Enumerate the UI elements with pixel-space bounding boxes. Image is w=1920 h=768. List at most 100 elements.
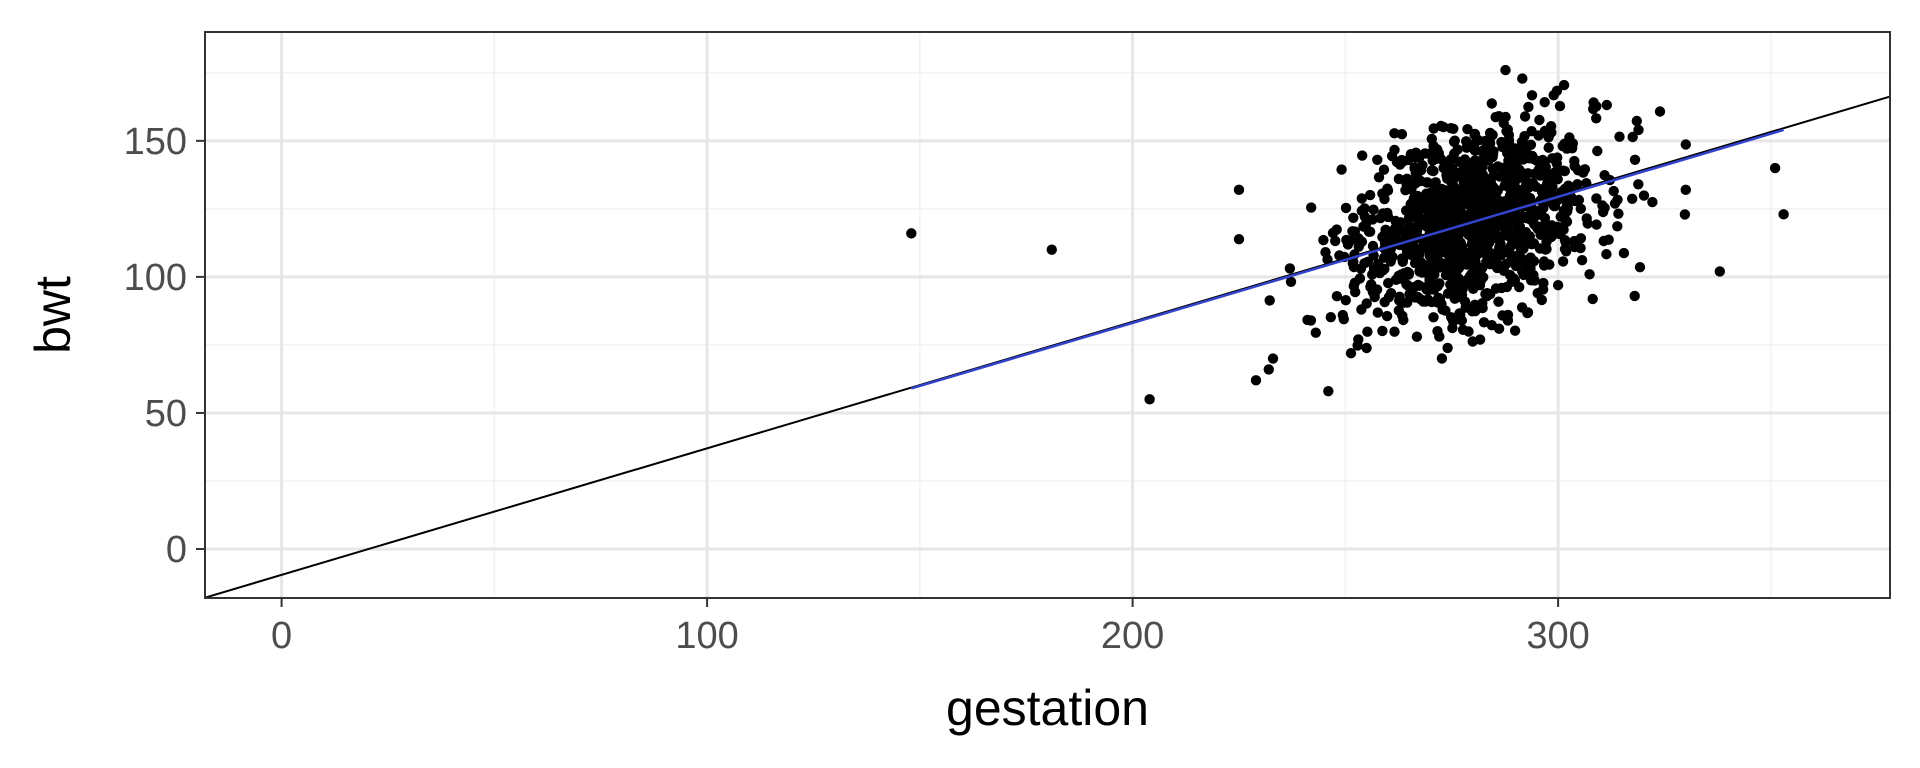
data-point: [1601, 99, 1613, 111]
ticks-layer: 0 100 200 300 0 50 100 150: [124, 121, 1590, 657]
data-point: [1411, 331, 1423, 342]
data-point: [1046, 244, 1057, 255]
data-point: [1584, 269, 1595, 280]
data-point: [1403, 267, 1415, 279]
data-point: [1478, 317, 1490, 328]
data-point: [1537, 284, 1549, 295]
data-point: [1526, 90, 1538, 101]
data-point: [1477, 298, 1488, 309]
data-point: [1373, 172, 1385, 183]
data-point: [1348, 280, 1360, 292]
data-point: [1490, 283, 1502, 294]
data-point: [1551, 85, 1563, 97]
data-point: [1629, 290, 1640, 302]
data-point: [1561, 216, 1573, 227]
data-point: [1525, 139, 1537, 150]
data-point: [1345, 348, 1357, 359]
data-point: [1449, 135, 1461, 146]
data-point: [1383, 277, 1394, 289]
data-point: [1428, 312, 1439, 323]
data-point: [1638, 190, 1650, 201]
data-point: [1517, 73, 1528, 84]
data-point: [1397, 310, 1408, 321]
data-point: [1422, 294, 1434, 305]
x-tick-label: 100: [675, 615, 738, 657]
grid-layer: [205, 32, 1890, 598]
data-point: [1487, 151, 1498, 163]
y-tick-label: 100: [124, 257, 187, 299]
data-point: [1359, 258, 1370, 269]
data-point: [1561, 246, 1572, 257]
data-point: [1516, 302, 1528, 313]
data-point: [1284, 263, 1296, 274]
data-point: [1535, 208, 1547, 219]
data-point: [1679, 209, 1691, 220]
data-point: [1338, 314, 1350, 325]
data-point: [1426, 165, 1438, 176]
data-point: [1353, 233, 1365, 245]
data-point: [1456, 166, 1468, 177]
data-point: [1412, 291, 1423, 303]
data-point: [1492, 185, 1503, 196]
y-tick-label: 150: [124, 121, 187, 163]
data-point: [1512, 237, 1523, 249]
data-point: [1410, 247, 1421, 259]
data-point: [1569, 235, 1580, 247]
data-point: [1389, 128, 1400, 139]
data-point: [1548, 168, 1559, 179]
data-point: [1381, 236, 1392, 247]
data-point: [1654, 106, 1666, 117]
data-point: [1534, 114, 1545, 126]
data-point: [1680, 139, 1692, 150]
data-point: [1487, 163, 1498, 174]
data-point: [1618, 247, 1630, 259]
x-tick-label: 300: [1526, 615, 1589, 657]
data-point: [1515, 194, 1526, 205]
data-point: [1514, 281, 1525, 293]
data-point: [1501, 225, 1513, 236]
data-point: [1647, 196, 1658, 208]
data-point: [1470, 168, 1482, 179]
data-point: [1386, 252, 1397, 264]
data-point: [1401, 205, 1412, 216]
data-point: [1537, 154, 1548, 166]
data-point: [1778, 209, 1789, 220]
data-point: [1457, 156, 1469, 167]
data-point: [1471, 157, 1483, 168]
data-point: [1480, 135, 1491, 147]
data-point: [1591, 219, 1602, 230]
data-point: [1547, 181, 1558, 193]
data-point: [1546, 220, 1557, 231]
data-point: [1393, 173, 1405, 185]
data-point: [1459, 296, 1471, 307]
data-point: [1428, 209, 1439, 220]
data-point: [1394, 273, 1406, 284]
data-point: [906, 228, 917, 239]
data-point: [1389, 326, 1400, 337]
data-point: [1372, 154, 1383, 165]
data-point: [1497, 310, 1508, 321]
data-point: [1599, 202, 1610, 214]
data-point: [1354, 273, 1366, 284]
data-point: [1484, 127, 1496, 139]
data-point: [1423, 148, 1435, 159]
data-point: [1557, 256, 1569, 267]
data-point: [1372, 307, 1384, 318]
data-point: [1462, 124, 1473, 135]
data-point: [1452, 264, 1463, 275]
data-point: [1432, 144, 1443, 155]
data-point: [1371, 284, 1383, 295]
data-point: [1361, 342, 1372, 354]
data-point: [1377, 208, 1389, 219]
data-point: [1490, 196, 1501, 208]
data-point: [1520, 179, 1532, 190]
data-point: [1569, 195, 1581, 207]
data-point: [1448, 123, 1459, 134]
data-point: [1546, 127, 1557, 138]
data-point: [1233, 184, 1245, 196]
data-point: [1481, 188, 1493, 200]
x-axis-title: gestation: [946, 680, 1149, 736]
data-point: [1358, 221, 1369, 232]
